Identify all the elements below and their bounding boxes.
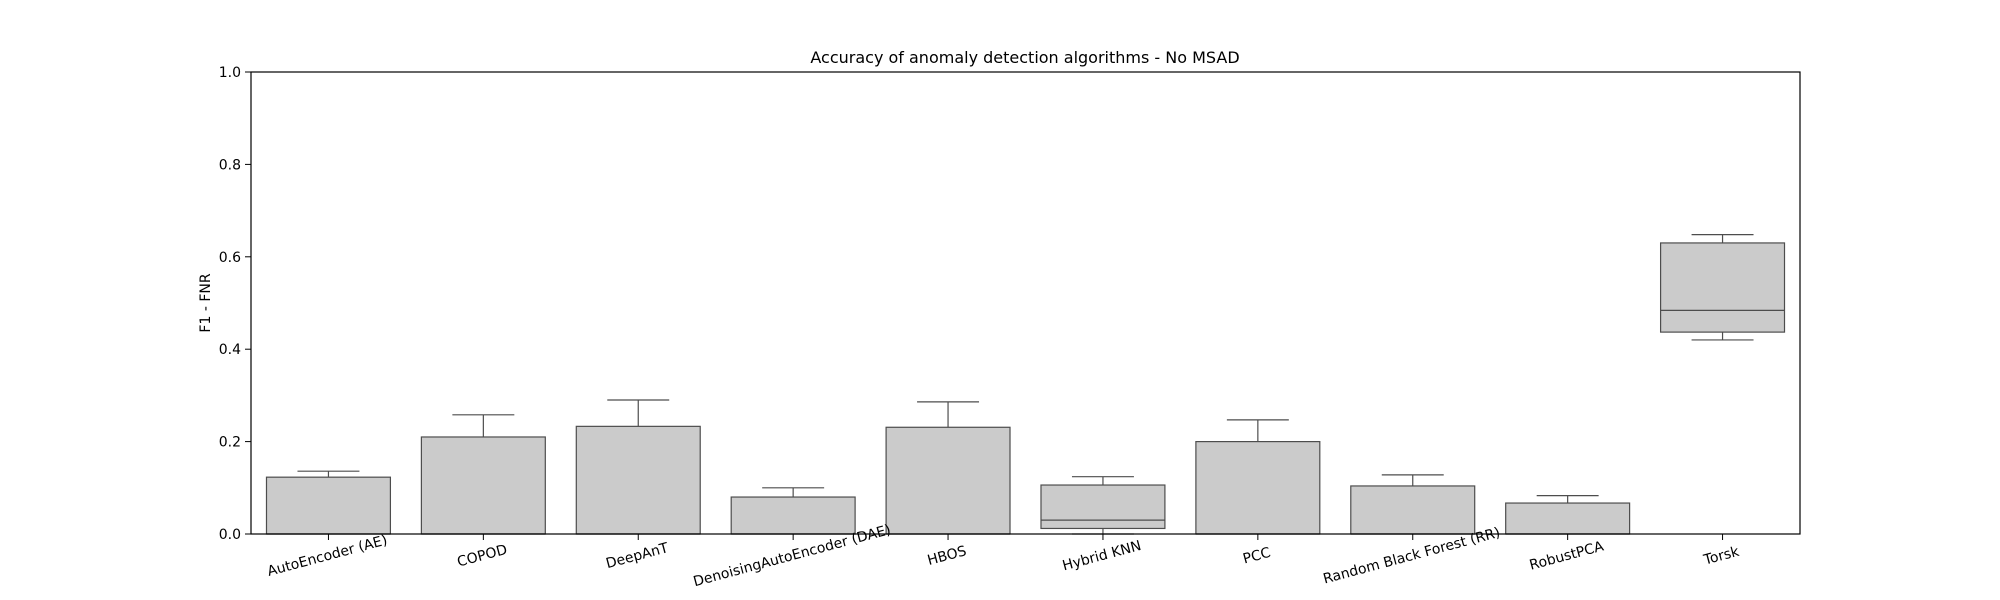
x-tick-label: DeepAnT <box>604 540 670 572</box>
y-tick-label: 0.0 <box>219 527 241 543</box>
box-body <box>730 496 856 535</box>
box-5 <box>1040 476 1166 535</box>
box-body <box>1195 441 1321 535</box>
box-body <box>575 425 701 535</box>
x-tick-label: AutoEncoder (AE) <box>266 532 389 579</box>
box-body <box>885 426 1011 535</box>
box-8 <box>1505 495 1631 535</box>
box-1 <box>420 414 546 535</box>
x-tick-label: Torsk <box>1701 544 1742 569</box>
box-6 <box>1195 419 1321 535</box>
plot-area <box>265 234 1786 535</box>
box-9 <box>1659 234 1786 341</box>
box-body <box>1040 484 1166 530</box>
box-body <box>1505 502 1631 535</box>
x-tick-label: HBOS <box>926 543 969 569</box>
y-tick-label: 0.6 <box>219 250 241 266</box>
box-7 <box>1350 474 1476 535</box>
x-tick-label: COPOD <box>456 542 509 571</box>
box-2 <box>575 399 701 535</box>
box-body <box>420 436 546 535</box>
y-axis-label: F1 - FNR <box>198 273 214 332</box>
y-tick-label: 0.8 <box>219 157 241 173</box>
y-tick-label: 0.2 <box>219 435 241 451</box>
x-tick-label: RobustPCA <box>1528 538 1606 573</box>
plot-frame <box>250 71 1801 535</box>
y-tick-label: 0.4 <box>219 342 241 358</box>
chart-title: Accuracy of anomaly detection algorithms… <box>810 48 1239 67</box>
box-4 <box>885 401 1011 535</box>
box-3 <box>730 487 856 535</box>
box-0 <box>265 470 392 535</box>
box-body <box>1659 242 1786 333</box>
box-body <box>265 476 392 535</box>
box-body <box>1350 485 1476 535</box>
x-tick-label: Hybrid KNN <box>1061 538 1143 574</box>
y-tick-label: 1.0 <box>219 65 241 81</box>
x-tick-label: PCC <box>1241 545 1272 568</box>
